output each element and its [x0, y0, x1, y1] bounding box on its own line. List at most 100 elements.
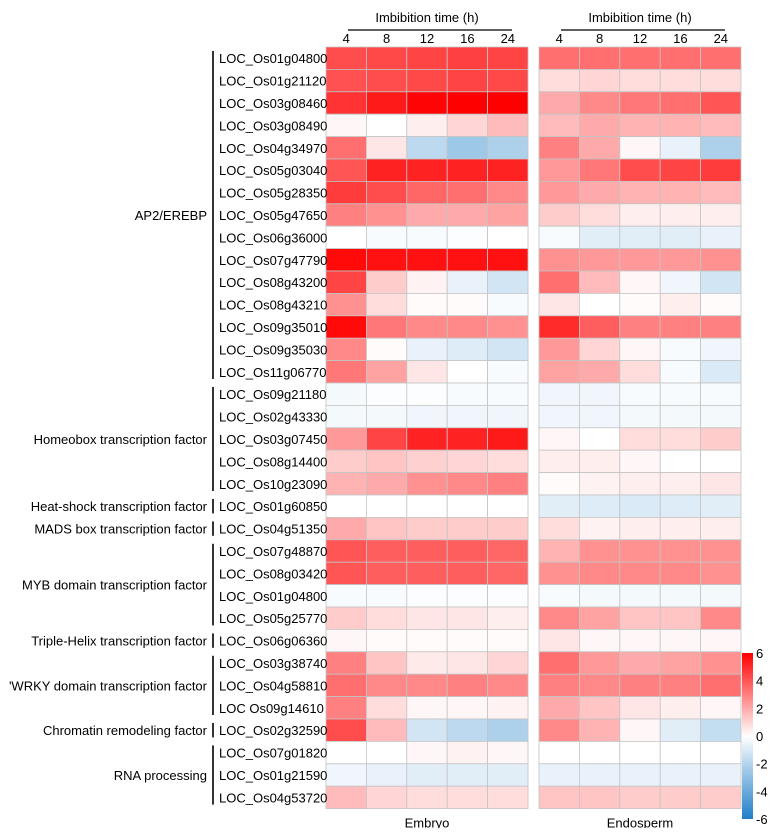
- heatmap-cell: [538, 763, 580, 787]
- heatmap-cell: [325, 46, 367, 70]
- heatmap-cell: [446, 561, 489, 586]
- heatmap-cell: [446, 315, 489, 339]
- colorbar-tick-label: 4: [756, 674, 763, 689]
- heatmap-cell: [579, 651, 621, 675]
- heatmap-cell: [446, 158, 489, 182]
- group-label: MADS box transcription factor: [34, 522, 207, 537]
- heatmap-cell: [538, 651, 580, 675]
- heatmap-cell: [406, 404, 448, 429]
- heatmap-cell: [659, 315, 702, 339]
- heatmap-cell: [406, 382, 448, 406]
- heatmap-cell: [325, 539, 367, 563]
- heatmap-cell: [579, 203, 621, 227]
- heatmap-cell: [659, 158, 702, 182]
- heatmap-cell: [619, 225, 661, 249]
- heatmap-cell: [700, 337, 742, 362]
- heatmap-cell: [659, 360, 702, 384]
- heatmap-cell: [487, 337, 529, 362]
- heatmap-cell: [325, 561, 367, 586]
- heatmap-cell: [325, 337, 367, 362]
- gene-label: LOC_Os07g01820: [219, 746, 327, 761]
- heatmap-cell: [446, 472, 489, 496]
- gene-label: LOC_Os05g47650: [219, 208, 327, 223]
- heatmap-cell: [365, 449, 408, 474]
- heatmap-cell: [659, 180, 702, 205]
- heatmap-cell: [659, 539, 702, 563]
- heatmap-cell: [538, 225, 580, 249]
- gene-label: LOC_Os04g34970: [219, 141, 327, 156]
- heatmap-cell: [487, 539, 529, 563]
- heatmap-cell: [365, 225, 408, 249]
- heatmap-cell: [619, 427, 661, 451]
- heatmap-cell: [659, 337, 702, 362]
- heatmap-cell: [406, 69, 448, 93]
- time-point-label: 8: [596, 31, 603, 46]
- heatmap-cell: [365, 113, 408, 137]
- heatmap-cell: [487, 270, 529, 294]
- heatmap-cell: [365, 46, 408, 70]
- heatmap-cell: [487, 203, 529, 227]
- heatmap-cell: [365, 785, 408, 810]
- heatmap-cell: [700, 741, 742, 765]
- gene-label: LOC_Os08g14400: [219, 454, 327, 469]
- heatmap-cell: [579, 315, 621, 339]
- heatmap-cell: [579, 382, 621, 406]
- heatmap-cell: [446, 136, 489, 160]
- gene-label: LOC_Os08g43210: [219, 298, 327, 313]
- gene-label: LOC_Os05g25770: [219, 611, 327, 626]
- heatmap-cell: [325, 360, 367, 384]
- heatmap-cell: [325, 91, 367, 115]
- gene-label: LOC_Os01g04800: [219, 589, 327, 604]
- heatmap-cell: [325, 696, 367, 720]
- heatmap-cell: [487, 404, 529, 429]
- heatmap-cell: [325, 718, 367, 742]
- heatmap-cell: [700, 629, 742, 653]
- heatmap-cell: [406, 606, 448, 630]
- heatmap-cell: [579, 449, 621, 474]
- time-point-label: 4: [556, 31, 563, 46]
- heatmap-cell: [619, 561, 661, 586]
- colorbar: [742, 653, 753, 819]
- gene-label: LOC_Os08g43200: [219, 275, 327, 290]
- heatmap-cell: [538, 270, 580, 294]
- heatmap-cell: [487, 360, 529, 384]
- heatmap-cell: [487, 561, 529, 586]
- heatmap-cell: [538, 472, 580, 496]
- heatmap-cell: [659, 629, 702, 653]
- heatmap-cell: [538, 741, 580, 765]
- gene-label: LOC_Os01g21590: [219, 768, 327, 783]
- heatmap-cell: [365, 315, 408, 339]
- heatmap-cell: [406, 46, 448, 70]
- heatmap-cell: [365, 696, 408, 720]
- heatmap-cell: [700, 180, 742, 205]
- heatmap-cell: [446, 337, 489, 362]
- heatmap-cell: [579, 427, 621, 451]
- heatmap-cell: [325, 584, 367, 608]
- heatmap-cell: [538, 629, 580, 653]
- heatmap-cell: [659, 741, 702, 765]
- heatmap-cell: [325, 651, 367, 675]
- heatmap-cell: [700, 427, 742, 451]
- colorbar-tick-label: -2: [756, 757, 768, 772]
- heatmap-cell: [659, 584, 702, 608]
- heatmap-cell: [700, 46, 742, 70]
- heatmap-cell: [487, 629, 529, 653]
- heatmap-cell: [406, 315, 448, 339]
- heatmap-cell: [325, 517, 367, 541]
- heatmap-cell: [365, 158, 408, 182]
- heatmap-cell: [446, 629, 489, 653]
- heatmap-cell: [700, 203, 742, 227]
- heatmap-cell: [365, 360, 408, 384]
- heatmap-cell: [487, 158, 529, 182]
- heatmap-cell: [579, 91, 621, 115]
- heatmap-cell: [619, 337, 661, 362]
- gene-label: LOC_Os05g28350: [219, 186, 327, 201]
- heatmap-cell: [700, 292, 742, 317]
- heatmap-cell: [659, 91, 702, 115]
- heatmap-cell: [365, 270, 408, 294]
- heatmap-cell: [325, 427, 367, 451]
- heatmap-cell: [325, 449, 367, 474]
- heatmap-cell: [487, 584, 529, 608]
- heatmap-cell: [446, 584, 489, 608]
- gene-label: LOC_Os03g08490: [219, 118, 327, 133]
